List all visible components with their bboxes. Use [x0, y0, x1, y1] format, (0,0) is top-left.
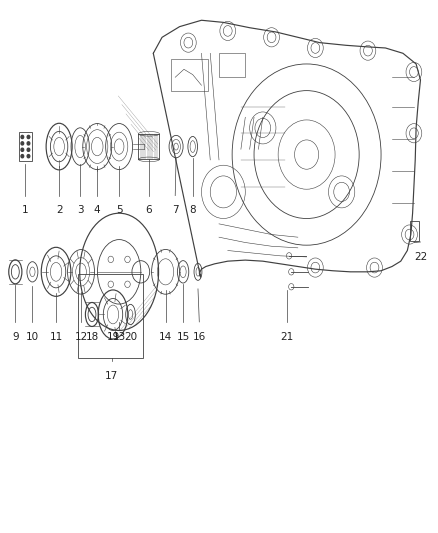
Bar: [171, 59, 208, 91]
Bar: [78, 274, 143, 358]
Bar: [219, 53, 245, 77]
Circle shape: [27, 142, 30, 145]
Text: 16: 16: [193, 332, 206, 342]
Text: 4: 4: [94, 205, 101, 215]
Text: 15: 15: [177, 332, 190, 342]
Text: 14: 14: [159, 332, 172, 342]
Text: 5: 5: [116, 205, 123, 215]
Text: 2: 2: [56, 205, 63, 215]
Text: 13: 13: [113, 332, 126, 342]
Text: 7: 7: [172, 205, 179, 215]
Text: 17: 17: [105, 371, 118, 381]
Text: 20: 20: [124, 332, 137, 342]
Circle shape: [27, 148, 30, 151]
Text: 12: 12: [74, 332, 88, 342]
Circle shape: [21, 135, 24, 139]
Bar: [410, 221, 419, 241]
Text: 22: 22: [414, 252, 427, 262]
Circle shape: [21, 142, 24, 145]
Text: 18: 18: [85, 332, 99, 342]
Bar: [19, 132, 32, 161]
Text: 1: 1: [22, 205, 29, 215]
Text: 19: 19: [106, 332, 120, 342]
Text: 3: 3: [77, 205, 84, 215]
Text: 8: 8: [189, 205, 196, 215]
Circle shape: [27, 135, 30, 139]
Text: 6: 6: [145, 205, 152, 215]
Circle shape: [21, 148, 24, 151]
Text: 10: 10: [26, 332, 39, 342]
Text: 21: 21: [280, 332, 293, 342]
Text: 9: 9: [12, 332, 19, 342]
Text: 11: 11: [49, 332, 63, 342]
Circle shape: [27, 155, 30, 158]
Circle shape: [21, 155, 24, 158]
